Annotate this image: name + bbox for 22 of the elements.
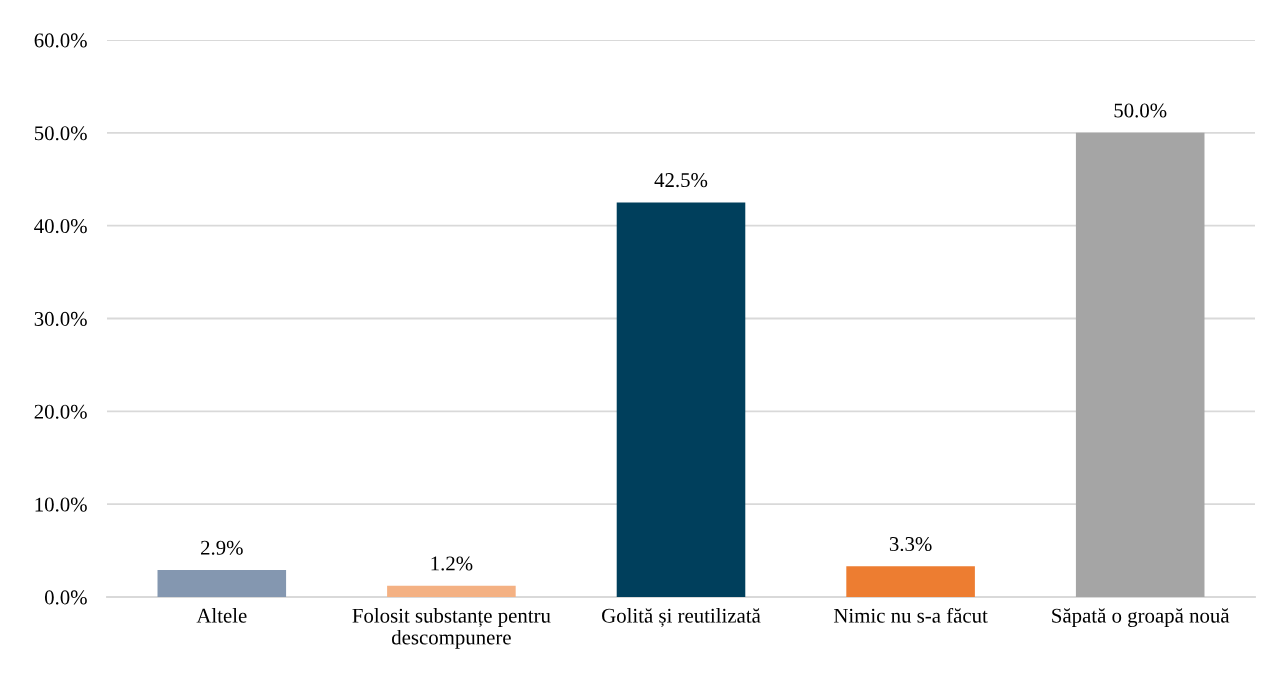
y-tick-label: 50.0% xyxy=(34,126,87,141)
data-label: 2.9% xyxy=(201,540,243,555)
y-tick-label: 60.0% xyxy=(34,33,87,48)
x-tick-label: Nimic nu s-a făcut xyxy=(833,607,988,623)
x-tick-label: Săpată o groapă nouă xyxy=(1052,608,1230,627)
y-tick-label: 20.0% xyxy=(34,404,87,419)
y-tick-label: 10.0% xyxy=(35,497,87,512)
bar xyxy=(1075,132,1205,597)
x-tick-label: Altele xyxy=(196,608,247,623)
bar xyxy=(157,570,287,597)
data-label: 50.0% xyxy=(1114,103,1167,118)
data-label: 42.5% xyxy=(654,173,708,188)
x-tick-label: Golită și reutilizată xyxy=(602,608,761,627)
y-tick-label: 40.0% xyxy=(34,219,87,234)
bar xyxy=(387,585,516,597)
data-label: 1.2% xyxy=(431,556,473,571)
y-tick-label: 30.0% xyxy=(34,311,87,327)
bar xyxy=(616,202,746,597)
data-label: 3.3% xyxy=(889,536,932,552)
x-tick-label: Folosit substanțe pentru descompunere xyxy=(352,608,551,649)
bar xyxy=(846,566,975,597)
y-tick-label: 0.0% xyxy=(44,590,87,605)
